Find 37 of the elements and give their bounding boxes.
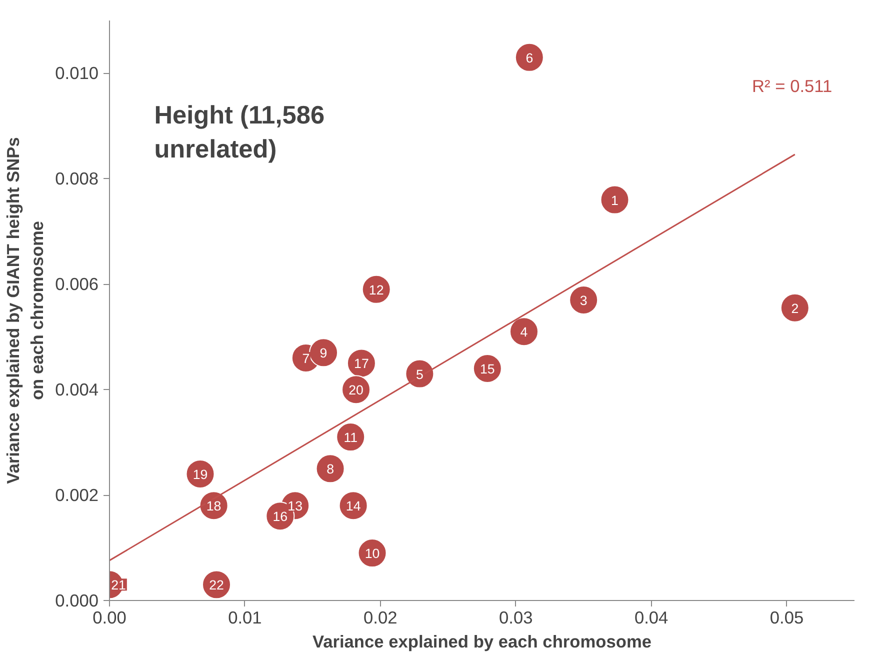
y-tick-label: 0.006 — [55, 274, 99, 294]
annotation: 3 — [580, 292, 588, 308]
annotation: 17 — [354, 356, 369, 372]
x-tick-label: 0.04 — [634, 608, 669, 628]
x-tick-label: 0.05 — [770, 608, 804, 628]
annotation: 5 — [416, 366, 424, 382]
annotation: 10 — [364, 546, 380, 562]
x-tick-label: 0.02 — [364, 608, 398, 628]
annotation: 20 — [348, 382, 364, 398]
annotation: 8 — [326, 462, 334, 477]
annotation: 11 — [344, 430, 358, 446]
annotation: 15 — [480, 362, 495, 376]
annotation: 16 — [272, 509, 288, 524]
y-tick-label: 0.004 — [55, 380, 99, 400]
annotation: 2 — [791, 300, 799, 316]
x-tick-label: 0.01 — [228, 608, 262, 628]
x-axis-title: Variance explained by each chromosome — [312, 632, 652, 652]
annotation: 18 — [206, 498, 222, 514]
annotation: 14 — [346, 498, 362, 514]
annotation: 6 — [526, 50, 534, 66]
y-tick-label: 0.010 — [55, 63, 99, 84]
text: Height (11,586 unrelated) — [154, 102, 325, 164]
x-tick-label: 0.00 — [92, 608, 126, 628]
y-tick-label: 0.002 — [55, 485, 99, 506]
annotation: 9 — [320, 346, 328, 361]
annotation: R² = 0.511 — [752, 76, 832, 96]
annotation: 13 — [288, 498, 302, 514]
annotation: 19 — [192, 466, 208, 482]
annotation: 1 — [611, 192, 618, 208]
annotation: 12 — [368, 282, 384, 298]
y-tick-label: 0.000 — [55, 590, 99, 610]
x-tick-label: 0.03 — [499, 608, 533, 628]
annotation: 7 — [302, 350, 310, 366]
y-axis-title: Variance explained by GIANT height SNPs on each chromosome — [3, 137, 48, 484]
y-tick-label: 0.008 — [55, 168, 99, 189]
annotation: 4 — [520, 324, 528, 340]
annotation: 22 — [209, 578, 224, 593]
